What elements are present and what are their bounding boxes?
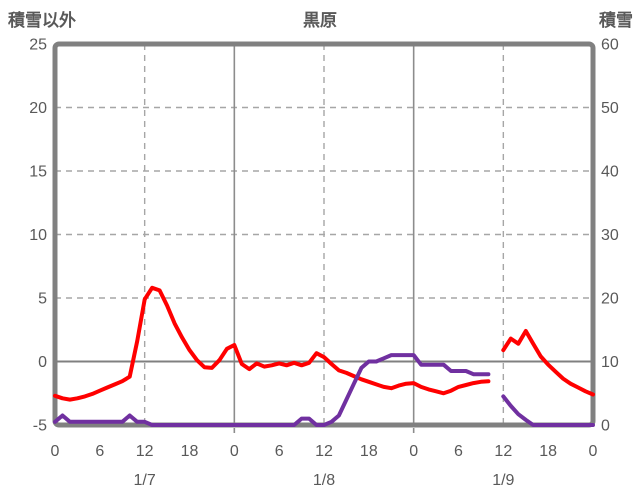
series-line-left-axis (53, 285, 595, 402)
left-axis-tick-label: 10 (29, 227, 47, 244)
x-axis-hour-label: 0 (409, 443, 418, 460)
right-axis-tick-label: 50 (601, 100, 619, 117)
left-axis-tick-label: -5 (33, 418, 47, 435)
x-axis-date-label: 1/9 (492, 472, 514, 489)
x-axis-hour-label: 6 (95, 443, 104, 460)
left-axis-tick-label: 20 (29, 100, 47, 117)
left-axis-tick-label: 0 (38, 354, 47, 371)
right-axis-title: 積雪 (599, 11, 633, 30)
x-axis-hour-label: 18 (539, 443, 557, 460)
series-line-right-axis (53, 353, 595, 427)
x-axis-date-label: 1/8 (313, 472, 335, 489)
x-axis-date-label: 1/7 (134, 472, 156, 489)
left-axis-tick-label: 5 (38, 291, 47, 308)
chart-title: 黒原 (303, 11, 337, 30)
right-axis-tick-label: 40 (601, 164, 619, 181)
x-axis-hour-label: 6 (454, 443, 463, 460)
x-axis-hour-label: 12 (315, 443, 333, 460)
right-axis-tick-label: 60 (601, 37, 619, 54)
left-axis-title: 積雪以外 (8, 11, 76, 30)
x-axis-hour-label: 12 (494, 443, 512, 460)
x-axis-hour-label: 6 (275, 443, 284, 460)
x-axis-hour-label: 0 (230, 443, 239, 460)
x-axis-hour-label: 18 (181, 443, 199, 460)
right-axis-tick-label: 20 (601, 291, 619, 308)
right-axis-tick-label: 10 (601, 354, 619, 371)
right-axis-tick-label: 0 (601, 418, 610, 435)
x-axis-hour-label: 12 (136, 443, 154, 460)
x-axis-hour-label: 0 (589, 443, 598, 460)
left-axis-tick-label: 25 (29, 37, 47, 54)
x-axis-hour-label: 0 (51, 443, 60, 460)
left-axis-tick-label: 15 (29, 164, 47, 181)
right-axis-tick-label: 30 (601, 227, 619, 244)
x-axis-hour-label: 18 (360, 443, 378, 460)
